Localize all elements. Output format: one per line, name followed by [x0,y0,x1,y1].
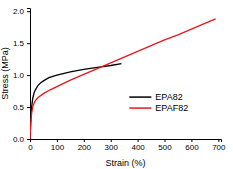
series-line [30,19,216,139]
y-tick-mark [27,107,30,108]
x-tick: 500 [158,139,172,152]
y-axis-line [27,9,31,140]
x-tick-label: 100 [51,143,65,152]
x-tick-mark [165,139,166,142]
x-tick: 0 [28,139,33,152]
x-axis: 0 100 200 300 400 500 600 700 [28,139,226,152]
x-tick-mark [218,139,219,142]
y-tick-label: 1.0 [13,71,25,80]
series-line [30,64,121,139]
x-tick-label: 200 [78,143,92,152]
legend-label: EPA82 [155,92,182,102]
legend: EPA82EPAF82 [129,92,188,113]
y-tick: 0.0 [13,135,30,144]
x-tick-label: 0 [28,143,33,152]
x-tick: 300 [105,139,119,152]
legend-swatch [129,96,151,98]
y-axis: 0.0 0.5 1.0 1.5 2.0 [13,7,31,144]
x-tick-label: 400 [131,143,145,152]
legend-label: EPAF82 [155,103,188,113]
x-tick-label: 700 [212,143,226,152]
y-tick: 1.5 [13,39,30,48]
x-tick-label: 500 [158,143,172,152]
x-axis-title: Strain (%) [105,158,145,168]
x-tick-mark [84,139,85,142]
x-tick-mark [191,139,192,142]
y-tick-label: 1.5 [13,39,25,48]
y-tick-label: 0.5 [13,103,25,112]
y-tick-mark [27,11,30,12]
y-tick-label: 0.0 [13,135,25,144]
x-tick: 200 [78,139,92,152]
plot: 0 100 200 300 400 500 600 700 0.0 0.5 1.0 1.5 2.0 EPA… [13,7,226,152]
y-tick: 1.0 [13,71,30,80]
x-tick-label: 600 [185,143,199,152]
x-tick-mark [138,139,139,142]
x-tick-label: 300 [105,143,119,152]
legend-item: EPAF82 [129,103,188,113]
lines [30,19,216,139]
y-axis-title: Stress (MPa) [0,47,10,100]
x-tick: 700 [212,139,226,152]
legend-item: EPA82 [129,92,182,102]
y-tick: 0.5 [13,103,30,112]
x-tick: 600 [185,139,199,152]
x-tick: 400 [131,139,145,152]
chart: 0 100 200 300 400 500 600 700 0.0 0.5 1.0 1.5 2.0 EPA… [0,0,233,169]
y-tick-mark [27,43,30,44]
y-tick-mark [27,75,30,76]
legend-swatch [129,107,151,109]
x-axis-line [31,140,222,143]
y-tick-mark [27,139,30,140]
x-tick: 100 [51,139,65,152]
x-tick-mark [57,139,58,142]
y-tick-label: 2.0 [13,7,25,16]
x-tick-mark [111,139,112,142]
y-tick: 2.0 [13,7,30,16]
